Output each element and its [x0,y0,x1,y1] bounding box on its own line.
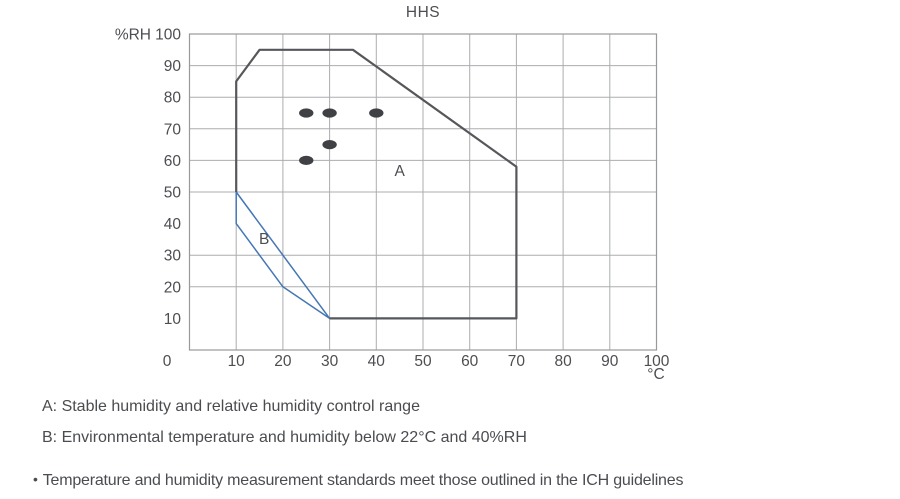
x-tick-label: 10 [228,353,246,370]
data-point [369,108,384,118]
region-b-outline [235,191,331,320]
y-axis-unit-label: %RH [115,27,151,44]
x-tick-label: 0 [163,353,172,370]
y-tick-label: 100 [155,27,181,44]
y-tick-label: 30 [164,248,182,265]
x-tick-label: 60 [461,353,479,370]
data-point [299,155,314,165]
data-point [299,108,314,118]
note-region-a: A: Stable humidity and relative humidity… [42,398,420,415]
y-tick-label: 60 [164,153,182,170]
region-a-label: A [394,163,405,180]
note-ich-text: Temperature and humidity measurement sta… [42,472,684,489]
y-tick-label: 50 [164,185,182,202]
x-tick-label: 50 [414,353,432,370]
y-tick-label: 90 [164,58,182,75]
x-tick-label: 20 [274,353,292,370]
x-tick-label: 70 [508,353,526,370]
x-tick-label: 90 [601,353,619,370]
y-tick-label: 70 [164,121,182,138]
x-tick-label: 30 [321,353,339,370]
x-tick-label: 100 [644,353,670,370]
plot-border [188,33,658,351]
data-point [322,140,337,150]
chart-title: HHS [406,4,440,21]
hhs-humidity-temperature-chart: HHS %RH A B 10 20 30 40 50 60 70 80 90 100 0 10 20 30 40… [115,4,670,383]
x-tick-label: 40 [368,353,386,370]
y-tick-label: 10 [164,311,182,328]
chart-notes: A: Stable humidity and relative humidity… [0,397,900,490]
region-b-label: B [259,231,269,248]
y-tick-label: 40 [164,216,182,233]
y-tick-label: 20 [164,279,182,296]
chart-layer: A B 10 20 30 40 50 60 70 80 90 100 0 10 20 30 40 50 60 70 80… [155,27,670,371]
data-point [322,108,337,118]
y-tick-label: 80 [164,90,182,107]
note-ich-guidelines: • Temperature and humidity measurement st… [33,470,900,490]
note-region-b: B: Environmental temperature and humidit… [42,429,527,446]
x-tick-label: 80 [554,353,572,370]
x-axis-unit-label: °C [647,366,664,383]
bullet-icon: • [33,471,38,487]
region-a-outline [235,48,518,320]
